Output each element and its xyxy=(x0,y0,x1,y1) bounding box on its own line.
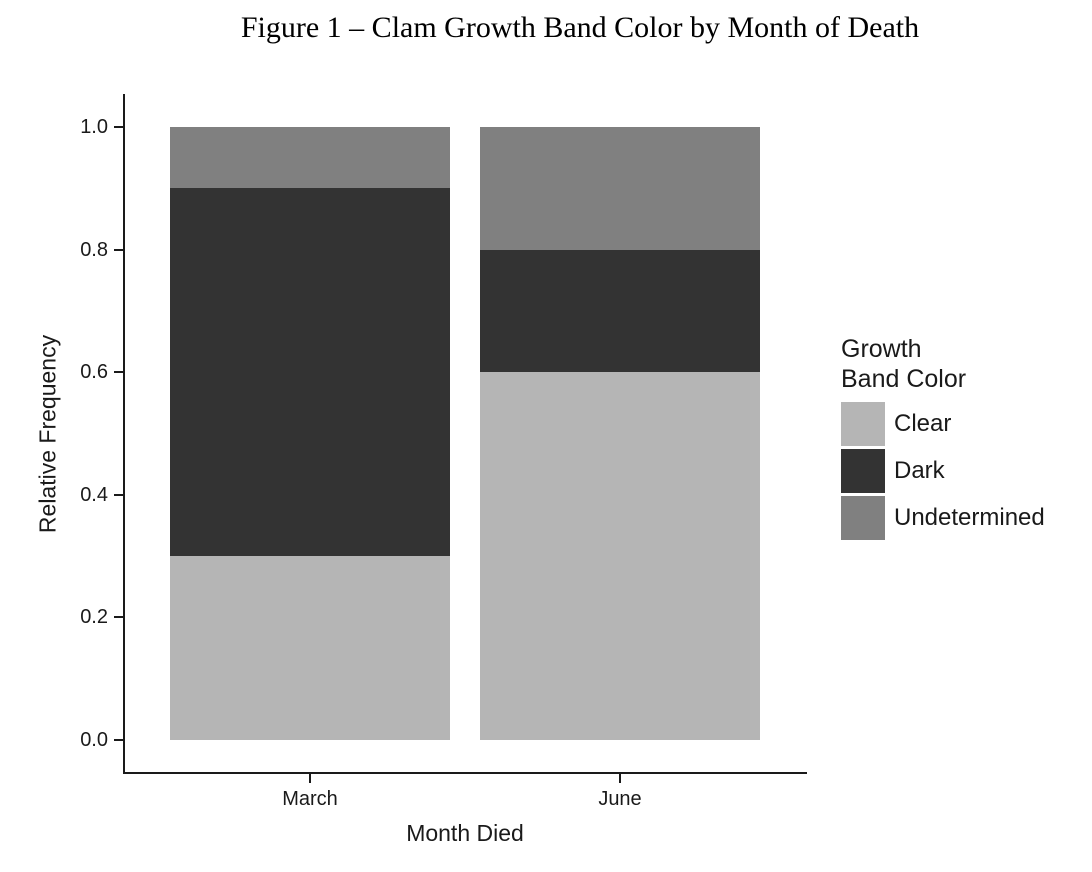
legend-label-dark: Dark xyxy=(894,457,945,484)
y-tick-mark-0.4 xyxy=(114,493,123,496)
x-tick-mark-march xyxy=(309,774,311,783)
legend-swatch-dark xyxy=(841,449,885,493)
bar-june-segment-dark xyxy=(480,249,760,373)
legend-swatch-clear xyxy=(841,402,885,446)
legend-entry-dark: Dark xyxy=(841,449,1045,493)
legend-swatch-undetermined xyxy=(841,496,885,540)
legend-entries: Clear Dark Undetermined xyxy=(841,402,1045,540)
y-tick-mark-0.8 xyxy=(114,248,123,251)
bar-march-segment-undetermined xyxy=(170,127,450,189)
y-axis-line xyxy=(123,94,125,774)
y-tick-label-1.0: 1.0 xyxy=(80,116,108,138)
bar-june-segment-undetermined xyxy=(480,127,760,250)
y-tick-mark-0.0 xyxy=(114,739,123,741)
y-tick-label-0.2: 0.2 xyxy=(80,606,108,629)
bar-june xyxy=(480,127,760,740)
legend-label-clear: Clear xyxy=(894,410,952,437)
y-tick-mark-0.2 xyxy=(114,616,123,619)
legend-label-undetermined: Undetermined xyxy=(894,504,1045,531)
bar-june-segment-clear xyxy=(480,372,760,740)
bar-march xyxy=(170,127,450,740)
x-tick-mark-june xyxy=(619,774,621,783)
bar-march-segment-clear xyxy=(170,556,450,740)
y-tick-mark-0.6 xyxy=(114,371,123,374)
y-tick-label-0.0: 0.0 xyxy=(80,729,108,751)
legend-title-line-2: Band Color xyxy=(841,365,967,393)
legend: Growth Band Color Clear Dark Undetermined xyxy=(841,334,1045,543)
x-tick-label-june: June xyxy=(598,788,642,810)
legend-entry-undetermined: Undetermined xyxy=(841,496,1045,540)
legend-entry-clear: Clear xyxy=(841,402,1045,446)
figure-title: Figure 1 – Clam Growth Band Color by Mon… xyxy=(240,11,920,44)
y-tick-mark-1.0 xyxy=(114,126,123,128)
x-axis-line xyxy=(123,772,807,774)
y-tick-label-0.4: 0.4 xyxy=(80,483,108,506)
bar-march-segment-dark xyxy=(170,188,450,557)
y-tick-label-0.6: 0.6 xyxy=(80,361,108,384)
x-tick-label-march: March xyxy=(282,788,338,810)
legend-title: Growth Band Color xyxy=(841,334,1045,394)
legend-title-line-1: Growth xyxy=(841,335,922,363)
x-axis-title: Month Died xyxy=(406,820,524,846)
y-tick-label-0.8: 0.8 xyxy=(80,238,108,261)
